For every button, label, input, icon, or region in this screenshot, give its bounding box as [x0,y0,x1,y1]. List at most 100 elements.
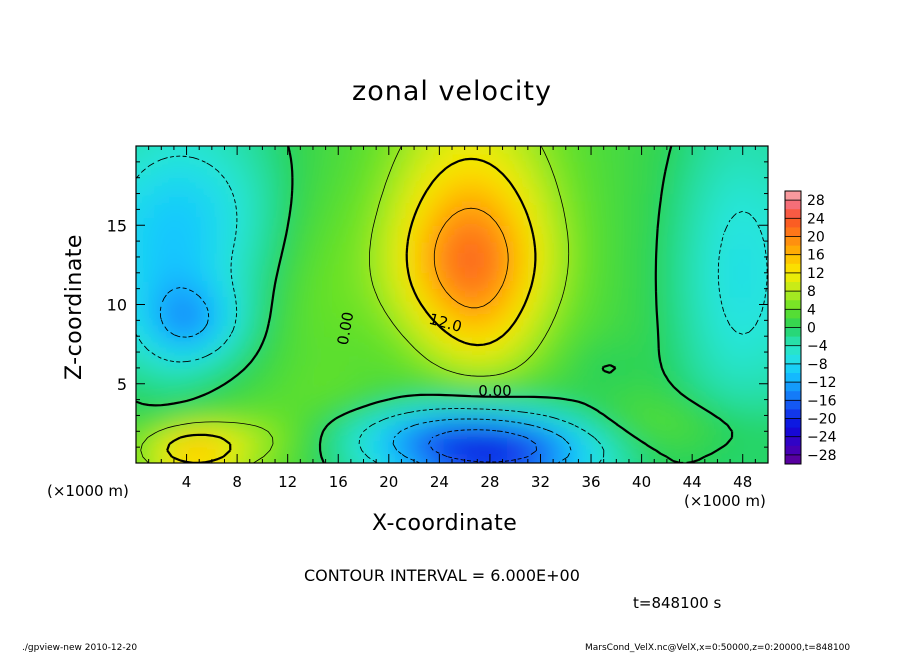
heatmap-cell [680,454,690,463]
heatmap-cell [522,359,532,369]
heatmap-cell [585,295,595,306]
heatmap-cell [680,232,690,242]
heatmap-cell [269,232,279,242]
heatmap-cell [751,280,761,290]
heatmap-cell [325,303,335,314]
heatmap-cell [712,130,721,139]
heatmap-cell [136,161,145,171]
heatmap-cell [364,208,374,218]
heatmap-cell [325,406,335,417]
heatmap-cell [356,248,366,258]
heatmap-cell [419,224,429,234]
heatmap-cell [490,200,500,211]
heatmap-cell [514,177,524,187]
heatmap-cell [641,288,651,298]
heatmap-cell [246,146,256,147]
heatmap-cell [475,130,484,139]
heatmap-cell [411,462,421,463]
heatmap-cell [569,240,579,250]
heatmap-cell [767,122,776,131]
heatmap-cell [253,208,263,218]
heatmap-cell [522,375,532,385]
heatmap-cell [577,327,587,337]
heatmap-cell [696,169,706,179]
heatmap-cell [656,272,666,282]
heatmap-cell [435,367,445,377]
heatmap-cell [720,359,730,369]
heatmap-cell [751,383,761,393]
heatmap-cell [546,216,556,226]
heatmap-cell [261,161,271,171]
heatmap-cell [767,430,768,440]
heatmap-cell [277,462,287,463]
heatmap-cell [301,446,311,456]
heatmap-cell [261,367,271,377]
heatmap-cell [112,280,121,289]
heatmap-cell [672,169,682,179]
heatmap-cell [704,303,714,314]
heatmap-cell [625,454,635,463]
heatmap-cell [174,462,184,463]
heatmap-cell [585,319,595,329]
heatmap-cell [688,422,698,432]
heatmap-cell [775,383,784,392]
heatmap-cell [404,335,414,345]
heatmap-cell [727,192,737,203]
heatmap-cell [214,200,224,211]
heatmap-cell [767,311,768,321]
heatmap-cell [112,462,121,471]
heatmap-cell [309,216,319,226]
heatmap-cell [601,343,611,353]
heatmap-cell [498,240,508,250]
heatmap-cell [340,414,350,424]
heatmap-cell [657,478,666,487]
heatmap-cell [735,264,745,274]
heatmap-cell [174,153,184,163]
heatmap-cell [672,216,682,226]
heatmap-cell [269,295,279,306]
heatmap-cell [182,177,192,187]
heatmap-cell [490,430,500,440]
heatmap-cell [278,122,287,131]
heatmap-cell [190,335,200,345]
heatmap-cell [562,264,572,274]
heatmap-cell [483,422,493,432]
heatmap-cell [483,177,493,187]
heatmap-cell [775,407,784,416]
heatmap-cell [419,462,429,463]
heatmap-cell [412,122,421,131]
heatmap-cell [656,391,666,401]
heatmap-cell [261,454,271,463]
heatmap-cell [206,462,216,463]
heatmap-cell [530,153,540,163]
heatmap-cell [609,414,619,424]
heatmap-cell [301,240,311,250]
heatmap-cell [467,311,477,321]
heatmap-cell [388,430,398,440]
heatmap-cell [506,295,516,306]
heatmap-cell [490,391,500,401]
heatmap-cell [404,399,414,409]
heatmap-cell [490,367,500,377]
heatmap-cell [325,351,335,361]
heatmap-cell [641,169,651,179]
heatmap-cell [301,470,310,479]
heatmap-cell [246,177,256,187]
heatmap-cell [609,438,619,448]
heatmap-cell [696,391,706,401]
heatmap-cell [514,240,524,250]
heatmap-cell [759,169,768,179]
heatmap-cell [230,208,240,218]
heatmap-cell [364,391,374,401]
heatmap-cell [530,295,540,306]
heatmap-cell [577,359,587,369]
heatmap-cell [593,295,603,306]
heatmap-cell [427,192,437,203]
heatmap-cell [546,280,556,290]
heatmap-cell [285,177,295,187]
heatmap-cell [696,232,706,242]
heatmap-cell [333,122,342,131]
heatmap-cell [530,200,540,211]
heatmap-cell [712,335,722,345]
heatmap-cell [522,153,532,163]
